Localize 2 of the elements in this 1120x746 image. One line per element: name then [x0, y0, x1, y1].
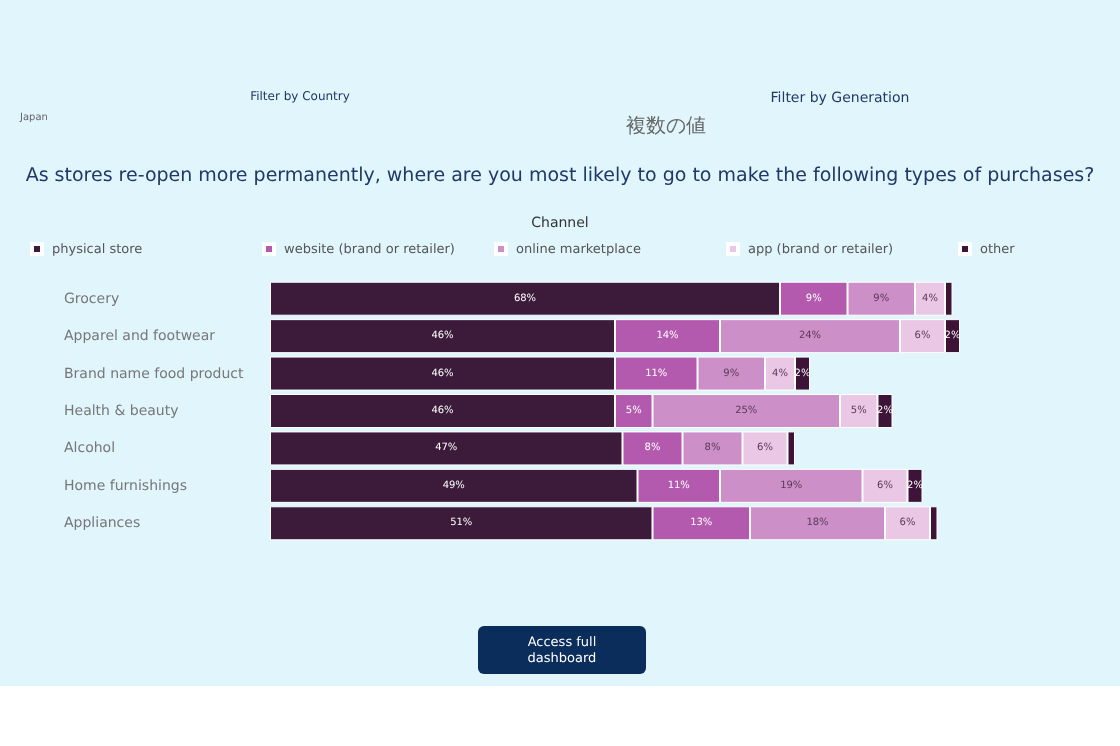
chart-title: As stores re-open more permanently, where are you most likely to go to make the following types of purchases?: [25, 165, 1095, 187]
text: 複数の値: [626, 113, 706, 140]
